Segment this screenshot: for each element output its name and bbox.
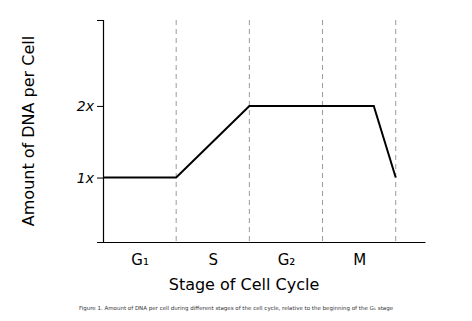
y-tick: 1x (77, 170, 103, 186)
x-tick-label: M (353, 251, 366, 269)
y-axis: 1x 2x (77, 21, 104, 243)
y-tick-label: 2x (77, 98, 95, 114)
plot-area (103, 106, 396, 178)
y-tick-label: 1x (77, 170, 95, 186)
x-tick-label: S (209, 251, 219, 269)
y-tick-mark (97, 106, 103, 107)
stage-divider (249, 20, 250, 245)
x-axis-line (104, 242, 426, 243)
y-tick-mark (97, 178, 103, 179)
stage-divider (176, 20, 177, 245)
x-tick: M (353, 242, 366, 269)
x-tick: G₂ (278, 242, 296, 269)
x-tick: S (209, 242, 219, 269)
stage-divider (322, 20, 323, 245)
x-axis-title: Stage of Cell Cycle (169, 275, 320, 294)
y-axis-line (97, 21, 104, 243)
x-tick-label: G₁ (131, 251, 149, 269)
y-tick: 2x (77, 98, 103, 114)
stage-divider (395, 20, 396, 245)
chart: 1x 2x G₁ S G₂ M Stage of Cell Cycle Amount of D… (0, 0, 472, 321)
stage-dividers (176, 20, 396, 245)
caption: Figure 1. Amount of DNA per cell during … (79, 305, 394, 312)
x-tick-label: G₂ (278, 251, 296, 269)
x-tick: G₁ (131, 242, 149, 269)
dna-line (103, 106, 396, 178)
y-axis-title: Amount of DNA per Cell (19, 36, 38, 226)
x-axis: G₁ S G₂ M (104, 242, 426, 269)
